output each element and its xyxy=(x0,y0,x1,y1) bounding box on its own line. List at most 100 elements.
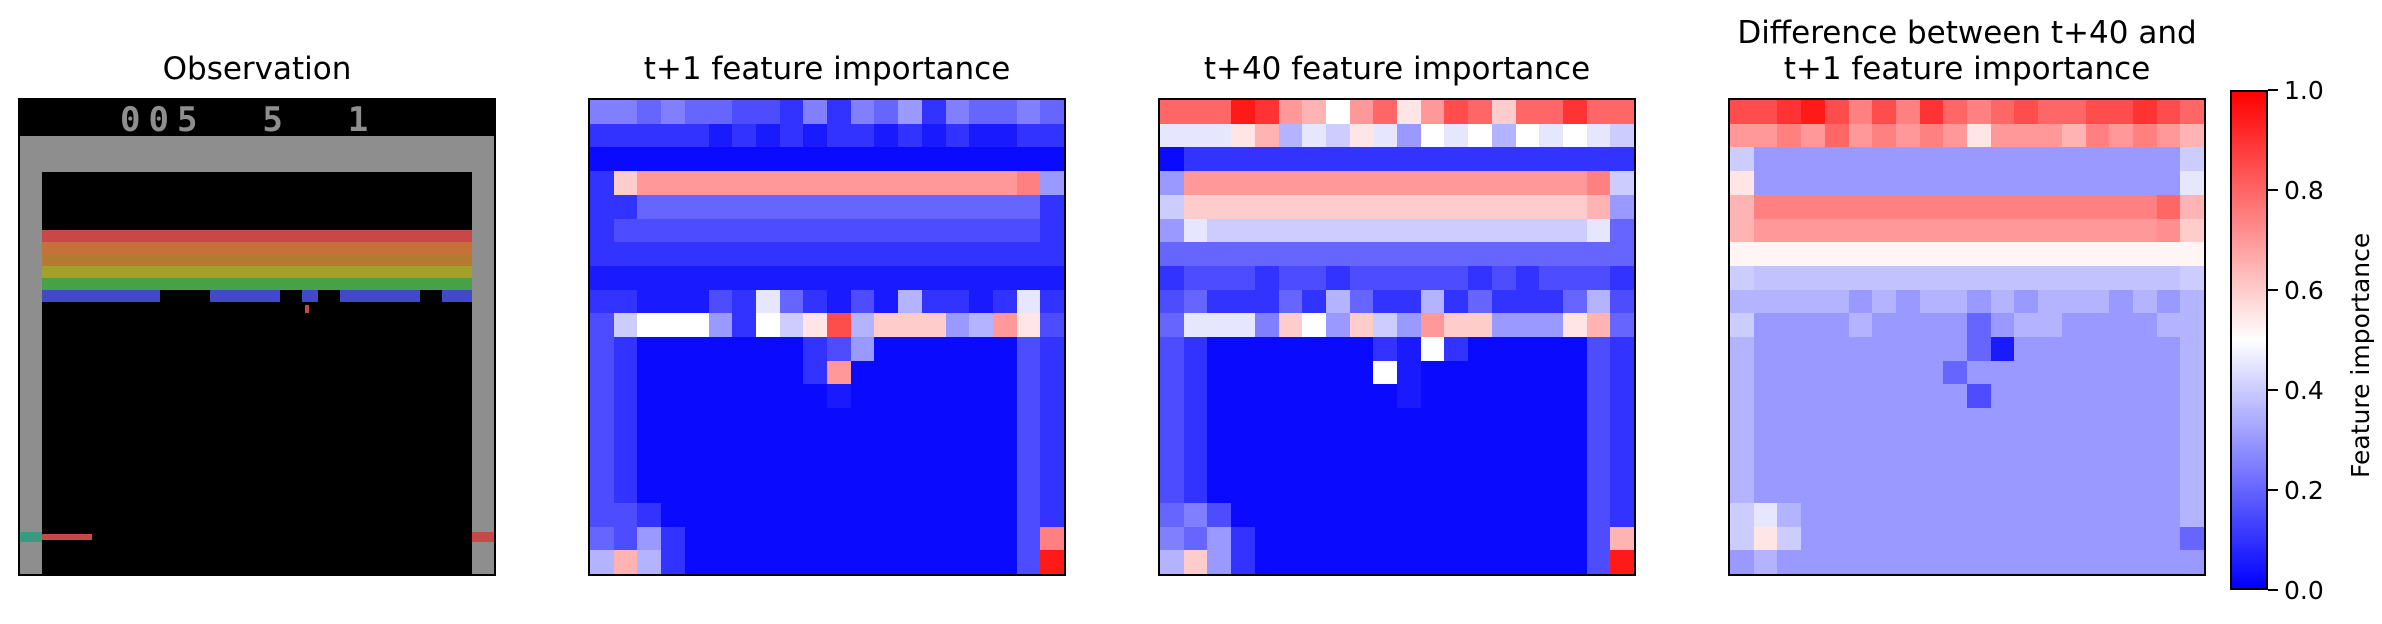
heatmap-cell-11-18 xyxy=(1586,360,1611,385)
heatmap-cell-7-13 xyxy=(898,265,922,290)
heatmap-cell-2-6 xyxy=(1302,147,1326,172)
heatmap-cell-0-18 xyxy=(1016,100,1041,124)
heatmap-cell-3-6 xyxy=(1872,171,1896,195)
heatmap-cell-14-4 xyxy=(684,431,709,456)
heatmap-cell-5-13 xyxy=(898,218,922,243)
heatmap-cell-3-17 xyxy=(992,171,1017,195)
heatmap-cell-9-18 xyxy=(1586,313,1611,337)
heatmap-cell-0-8 xyxy=(1919,100,1944,124)
heatmap-cell-12-18 xyxy=(1016,384,1041,409)
heatmap-cell-10-2 xyxy=(1207,337,1232,361)
heatmap-cell-12-10 xyxy=(1967,384,1991,409)
heatmap-cell-19-3 xyxy=(661,550,685,574)
heatmap-cell-15-0 xyxy=(1160,455,1184,480)
heatmap-cell-6-4 xyxy=(684,242,709,266)
heatmap-cell-6-15 xyxy=(945,242,970,266)
heatmap-cell-9-8 xyxy=(1919,313,1944,337)
heatmap-cell-6-19 xyxy=(1610,242,1634,266)
heatmap-cell-9-0 xyxy=(590,313,614,337)
heatmap-cell-8-3 xyxy=(1231,289,1255,314)
heatmap-cell-3-10 xyxy=(827,171,851,195)
heatmap-cell-10-10 xyxy=(1967,337,1991,361)
heatmap-cell-12-1 xyxy=(613,384,638,409)
heatmap-cell-12-17 xyxy=(992,384,1017,409)
heatmap-cell-12-1 xyxy=(1753,384,1778,409)
heatmap-cell-13-3 xyxy=(1231,408,1255,432)
heatmap-cell-16-5 xyxy=(1278,479,1303,503)
heatmap-cell-8-16 xyxy=(969,289,993,314)
heatmap-cell-3-11 xyxy=(850,171,875,195)
heatmap-cell-5-4 xyxy=(1824,218,1849,243)
heatmap-cell-11-1 xyxy=(1753,360,1778,385)
heatmap-cell-8-9 xyxy=(803,289,827,314)
heatmap-cell-19-9 xyxy=(1373,550,1397,574)
heatmap-cell-3-8 xyxy=(1349,171,1374,195)
heatmap-cell-17-14 xyxy=(921,502,946,527)
heatmap-cell-19-4 xyxy=(1254,550,1279,574)
heatmap-cell-10-5 xyxy=(1848,337,1873,361)
heatmap-cell-7-7 xyxy=(1325,265,1350,290)
heatmap-cell-8-16 xyxy=(1539,289,1563,314)
heatmap-cell-2-13 xyxy=(2038,147,2062,172)
heatmap-cell-19-16 xyxy=(969,550,993,574)
heatmap-cell-19-4 xyxy=(684,550,709,574)
heatmap-cell-10-1 xyxy=(613,337,638,361)
heatmap-cell-18-18 xyxy=(1016,526,1041,551)
heatmap-cell-10-8 xyxy=(1919,337,1944,361)
heatmap-cell-12-16 xyxy=(1539,384,1563,409)
heatmap-cell-8-4 xyxy=(1254,289,1279,314)
t40-heatmap-grid xyxy=(1160,100,1634,574)
heatmap-cell-17-3 xyxy=(1231,502,1255,527)
heatmap-cell-5-9 xyxy=(803,218,827,243)
heatmap-cell-12-4 xyxy=(1824,384,1849,409)
colorbar-tick-label: 0.4 xyxy=(2284,376,2324,405)
heatmap-cell-13-14 xyxy=(2061,408,2086,432)
colorbar-tick-label: 0.6 xyxy=(2284,276,2324,305)
heatmap-cell-8-10 xyxy=(1397,289,1421,314)
heatmap-cell-4-14 xyxy=(2061,194,2086,219)
heatmap-cell-4-13 xyxy=(1468,194,1492,219)
heatmap-cell-4-2 xyxy=(1777,194,1802,219)
heatmap-cell-7-15 xyxy=(945,265,970,290)
heatmap-cell-15-14 xyxy=(921,455,946,480)
heatmap-cell-4-3 xyxy=(661,194,685,219)
heatmap-cell-0-19 xyxy=(1610,100,1634,124)
heatmap-cell-5-2 xyxy=(637,218,662,243)
heatmap-cell-8-15 xyxy=(1515,289,1540,314)
heatmap-cell-18-9 xyxy=(1373,526,1397,551)
heatmap-cell-7-19 xyxy=(1040,265,1064,290)
heatmap-cell-19-12 xyxy=(2014,550,2039,574)
heatmap-cell-8-14 xyxy=(921,289,946,314)
heatmap-cell-13-13 xyxy=(1468,408,1492,432)
heatmap-cell-6-8 xyxy=(1919,242,1944,266)
heatmap-cell-17-18 xyxy=(1586,502,1611,527)
heatmap-cell-5-11 xyxy=(1420,218,1445,243)
heatmap-cell-7-11 xyxy=(1990,265,2015,290)
heatmap-cell-2-10 xyxy=(1397,147,1421,172)
heatmap-cell-0-15 xyxy=(1515,100,1540,124)
heatmap-cell-2-14 xyxy=(2061,147,2086,172)
heatmap-cell-11-14 xyxy=(921,360,946,385)
score-digits: 005 5 1 xyxy=(120,100,377,140)
heatmap-cell-10-13 xyxy=(1468,337,1492,361)
heatmap-cell-6-4 xyxy=(1254,242,1279,266)
heatmap-cell-8-9 xyxy=(1943,289,1967,314)
heatmap-cell-2-19 xyxy=(2180,147,2204,172)
heatmap-cell-7-15 xyxy=(1515,265,1540,290)
heatmap-cell-5-16 xyxy=(969,218,993,243)
heatmap-cell-5-13 xyxy=(1468,218,1492,243)
heatmap-cell-17-10 xyxy=(1967,502,1991,527)
heatmap-cell-19-0 xyxy=(1730,550,1754,574)
heatmap-cell-12-7 xyxy=(1895,384,1920,409)
heatmap-cell-6-12 xyxy=(874,242,899,266)
heatmap-cell-1-4 xyxy=(684,123,709,148)
heatmap-cell-19-10 xyxy=(827,550,851,574)
heatmap-cell-18-19 xyxy=(1610,526,1634,551)
heatmap-cell-7-1 xyxy=(1183,265,1208,290)
heatmap-cell-13-19 xyxy=(1610,408,1634,432)
heatmap-cell-19-11 xyxy=(1420,550,1445,574)
heatmap-cell-14-4 xyxy=(1254,431,1279,456)
heatmap-cell-17-6 xyxy=(1872,502,1896,527)
heatmap-cell-7-0 xyxy=(1730,265,1754,290)
heatmap-cell-11-16 xyxy=(1539,360,1563,385)
